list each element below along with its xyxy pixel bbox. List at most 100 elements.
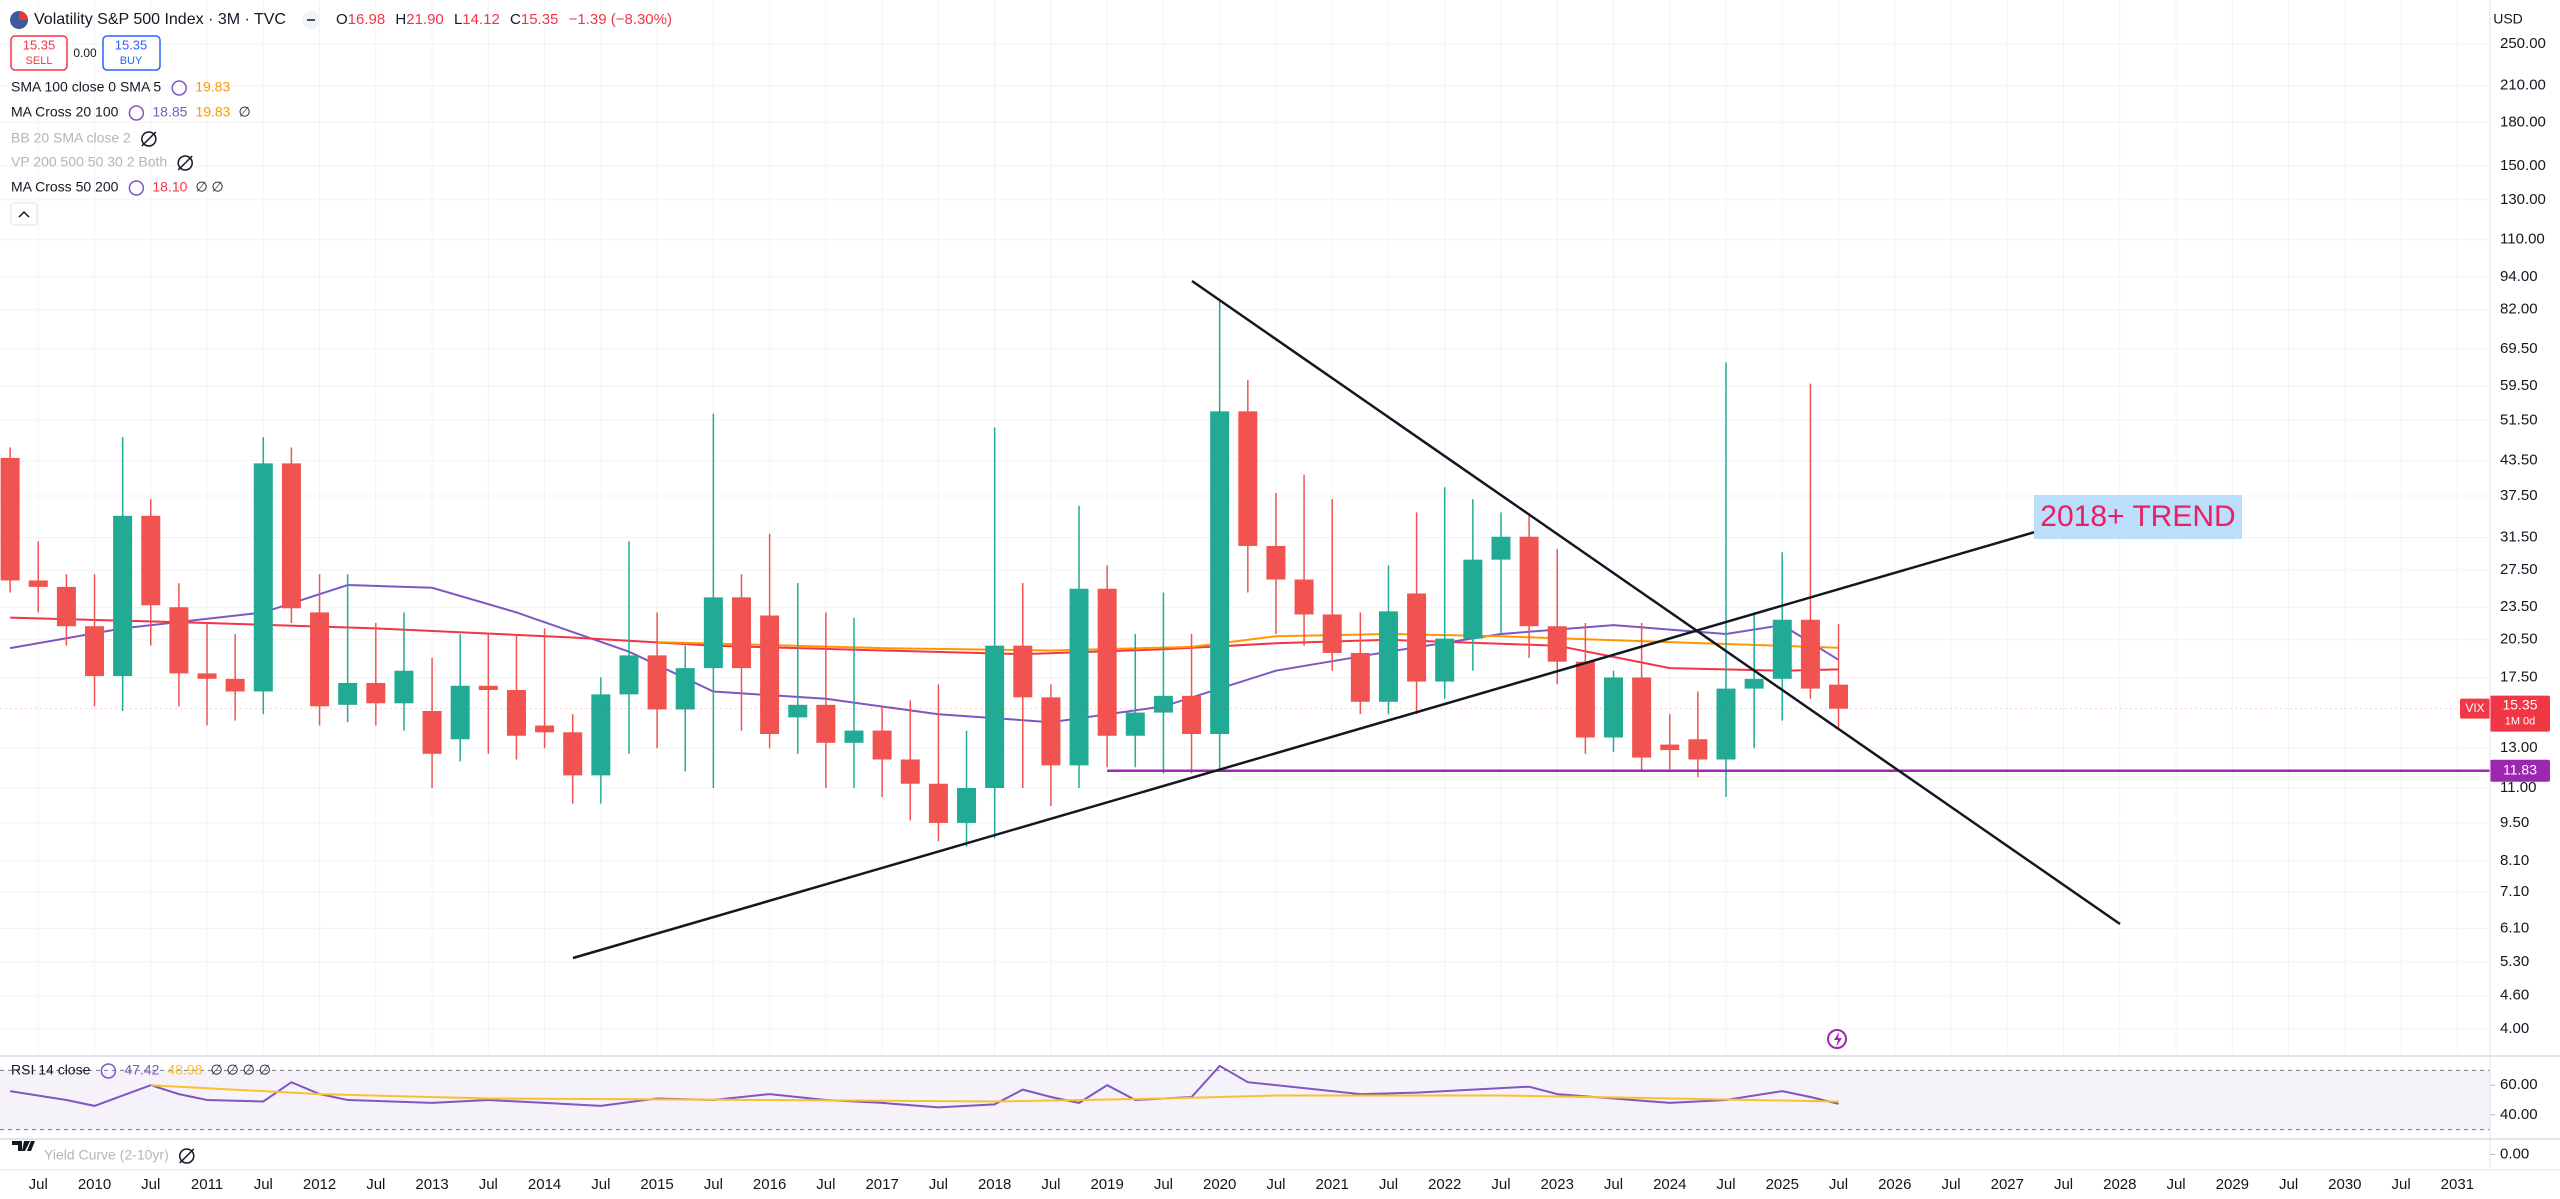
candle-body: [0, 457, 20, 581]
legend-value: ∅ ∅ ∅ ∅: [210, 1062, 270, 1078]
visibility-toggle[interactable]: [128, 180, 145, 196]
candle-body: [506, 690, 526, 736]
tv-logo[interactable]: [12, 1141, 35, 1151]
ohlc-label: O: [336, 11, 348, 28]
x-tick-label: 2029: [2216, 1176, 2249, 1193]
x-tick-label: Jul: [29, 1176, 48, 1193]
y-tick-label: 9.50: [2500, 814, 2529, 831]
visibility-toggle[interactable]: [128, 105, 145, 121]
candle-body: [1435, 638, 1455, 682]
collapse-legend-button[interactable]: [10, 202, 38, 226]
y-tick-label: 82.00: [2500, 301, 2538, 318]
legend-value: ∅ ∅: [195, 179, 223, 195]
y-tick-label: 40.00: [2500, 1106, 2538, 1123]
candle-body: [1660, 744, 1680, 751]
x-tick-label: Jul: [2392, 1176, 2411, 1193]
legend-value: 19.83: [195, 79, 230, 95]
indicator-line: [150, 1084, 1839, 1103]
sell-button[interactable]: [10, 35, 68, 71]
legend-name: Yield Curve (2-10yr): [44, 1147, 169, 1163]
last-price-box: [2490, 695, 2550, 732]
y-tick-label: 110.00: [2500, 231, 2545, 248]
symbol-title[interactable]: Volatility S&P 500 Index · 3M · TVC: [34, 11, 286, 28]
y-tick-label: 6.10: [2500, 919, 2529, 936]
marks: Jul 2010 Jul 2011 Jul 2012 Jul 2013 Jul 2014 Jul 20…: [0, 35, 2550, 1193]
candle-body: [1153, 695, 1173, 713]
price-label: 11.83: [2503, 761, 2537, 777]
x-tick-label: 2017: [865, 1176, 898, 1193]
indicator-line: [10, 616, 1839, 672]
price-label-box: [2490, 759, 2550, 782]
y-tick-label: 150.00: [2500, 157, 2546, 174]
candle-body: [253, 463, 273, 692]
candle-body: [563, 732, 583, 776]
ohlc-value: 21.90: [406, 11, 444, 28]
y-tick-label: 94.00: [2500, 268, 2538, 285]
x-tick-label: 2021: [1316, 1176, 1349, 1193]
x-tick-label: 2015: [640, 1176, 673, 1193]
candle-body: [1463, 559, 1483, 639]
candle-body: [535, 725, 555, 733]
candle-body: [844, 730, 864, 743]
legend-name: RSI 14 close: [11, 1062, 91, 1078]
x-tick-label: Jul: [254, 1176, 273, 1193]
candle-body: [394, 670, 414, 704]
trend-line[interactable]: [572, 530, 2036, 960]
ohlc-value: 14.12: [462, 11, 500, 28]
y-tick-label: 210.00: [2500, 77, 2546, 94]
x-tick-label: Jul: [2054, 1176, 2073, 1193]
visibility-off: [177, 155, 193, 171]
x-tick-label: Jul: [2166, 1176, 2185, 1193]
candle-body: [1744, 678, 1764, 689]
x-tick-label: 2011: [191, 1176, 223, 1193]
y-tick-label: 27.50: [2500, 561, 2538, 578]
visibility-toggle[interactable]: [100, 1063, 117, 1079]
indicator-line: [9, 1064, 1839, 1109]
candle-body: [113, 515, 133, 677]
y-tick-label: 180.00: [2500, 113, 2546, 130]
candle-body: [872, 730, 892, 760]
candle-body: [338, 682, 358, 705]
sell-label: SELL: [26, 55, 53, 67]
y-tick-label: 17.50: [2500, 668, 2538, 685]
y-tick-label: 4.00: [2500, 1020, 2529, 1037]
symbol-badge: [2460, 698, 2490, 719]
candle-body: [957, 788, 977, 823]
candle-body: [816, 704, 836, 743]
y-tick-label: 31.50: [2500, 528, 2538, 545]
event-icon[interactable]: [1827, 1029, 1847, 1049]
candle-body: [422, 711, 442, 754]
candle-body: [731, 597, 751, 669]
annotation-box[interactable]: [2034, 495, 2242, 539]
ohlc-value: 15.35: [521, 11, 559, 28]
x-tick-label: Jul: [929, 1176, 948, 1193]
candle-body: [1772, 619, 1792, 679]
y-tick-label: 4.60: [2500, 987, 2529, 1004]
x-tick-label: Jul: [366, 1176, 385, 1193]
buy-button[interactable]: [102, 35, 161, 71]
trend-line[interactable]: [1191, 279, 2121, 926]
candle-body: [1069, 588, 1089, 766]
visibility-toggle[interactable]: [141, 131, 157, 147]
visibility-off: [179, 1148, 195, 1164]
sell-price: 15.35: [23, 37, 56, 52]
visibility-toggle[interactable]: [171, 80, 187, 96]
candle-body: [675, 668, 695, 710]
visibility-toggle[interactable]: [179, 1148, 195, 1164]
legend-name: BB 20 SMA close 2: [11, 130, 131, 146]
x-tick-label: Jul: [1154, 1176, 1173, 1193]
candle-body: [281, 463, 301, 609]
y-tick-label: 69.50: [2500, 340, 2538, 357]
candle-body: [28, 580, 48, 587]
indicator-line: [657, 632, 1839, 652]
y-tick-label: 20.50: [2500, 631, 2538, 648]
y-tick-label: 7.10: [2500, 883, 2529, 900]
ohlc: O16.98 H21.90 L14.12 C15.35 −1.39 (−8.30…: [336, 11, 672, 28]
ohlc-label: L: [454, 11, 462, 28]
x-tick-label: 2028: [2103, 1176, 2136, 1193]
x-tick-label: Jul: [1491, 1176, 1510, 1193]
candle-body: [1266, 545, 1286, 580]
visibility-toggle[interactable]: [177, 155, 193, 171]
candle-body: [1688, 739, 1708, 760]
currency[interactable]: USD: [2493, 11, 2523, 27]
